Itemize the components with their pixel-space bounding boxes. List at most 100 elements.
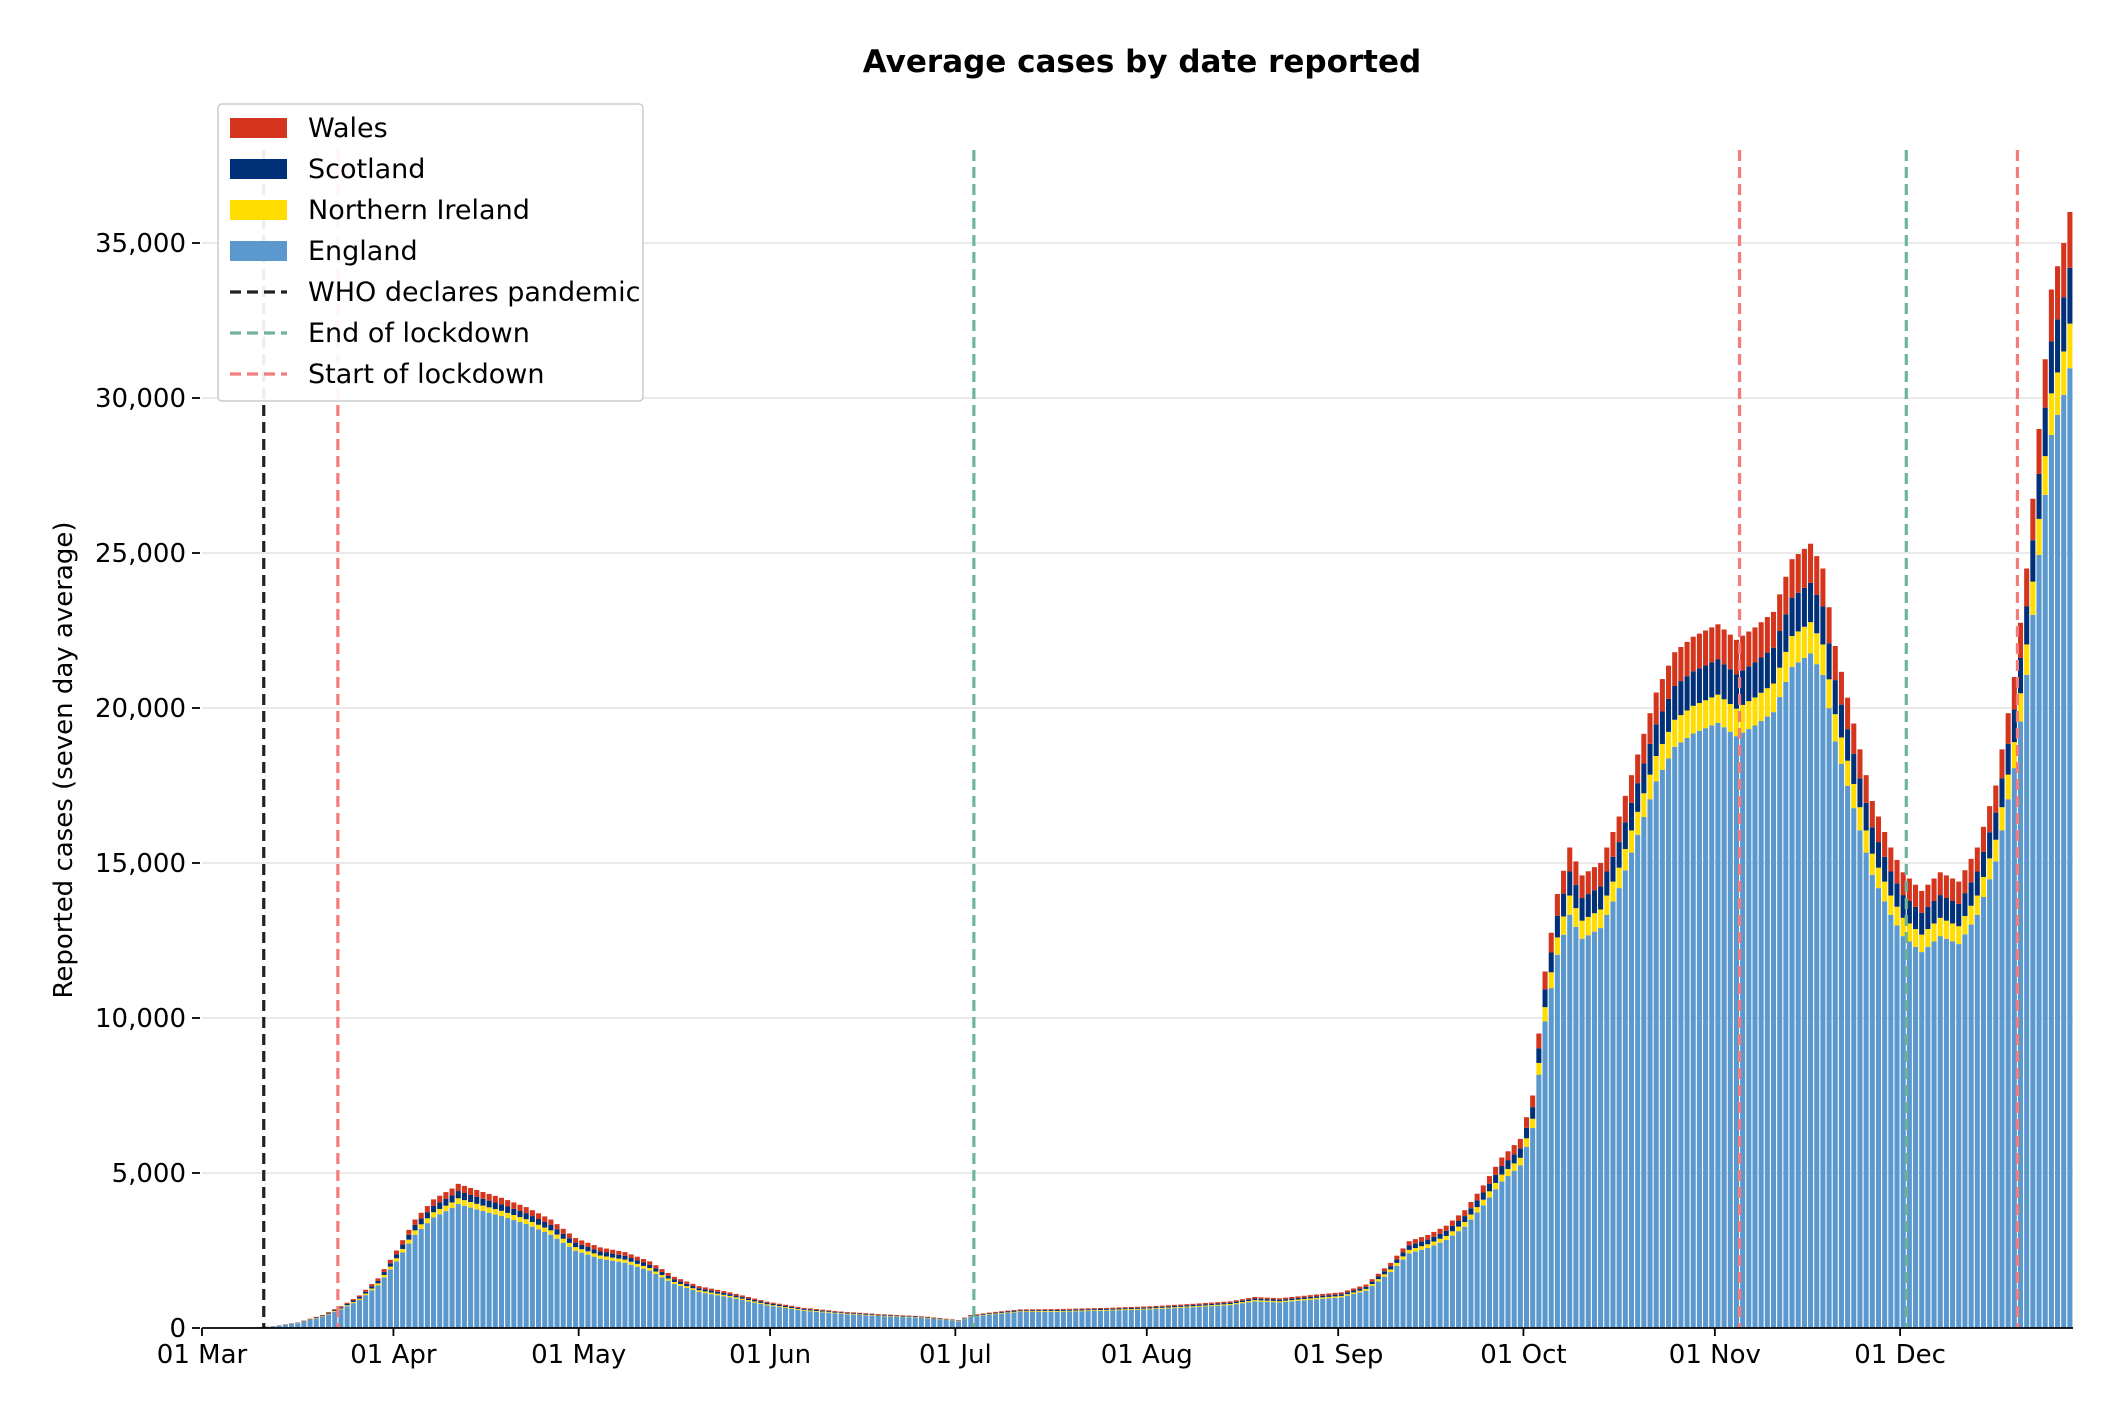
bar-northern-ireland xyxy=(1993,839,1999,862)
bar-northern-ireland xyxy=(1110,1309,1116,1311)
bar-northern-ireland xyxy=(1190,1306,1196,1308)
bar-northern-ireland xyxy=(1906,923,1912,942)
bar-wales xyxy=(1215,1302,1221,1304)
bar-england xyxy=(1486,1197,1492,1328)
bar-wales xyxy=(406,1229,412,1235)
bar-wales xyxy=(912,1315,918,1317)
bar-northern-ireland xyxy=(2005,774,2011,800)
bar-wales xyxy=(733,1293,739,1296)
bar-wales xyxy=(610,1249,616,1254)
bar-england xyxy=(955,1321,961,1328)
bar-northern-ireland xyxy=(863,1314,869,1316)
bar-scotland xyxy=(1956,903,1962,927)
legend-label: Wales xyxy=(308,113,388,144)
bar-scotland xyxy=(832,1311,838,1313)
bar-scotland xyxy=(1616,842,1622,868)
bar-scotland xyxy=(992,1312,999,1314)
bar-england xyxy=(1209,1306,1215,1328)
bar-wales xyxy=(844,1311,850,1313)
bar-wales xyxy=(1394,1255,1400,1260)
bar-wales xyxy=(1814,556,1820,595)
bar-england xyxy=(1165,1308,1171,1328)
bar-scotland xyxy=(628,1258,634,1262)
bar-northern-ireland xyxy=(1159,1307,1165,1309)
bar-england xyxy=(289,1324,295,1328)
bar-england xyxy=(1141,1309,1147,1328)
bar-scotland xyxy=(1542,989,1548,1008)
bar-scotland xyxy=(1104,1308,1110,1310)
bar-england xyxy=(801,1310,807,1328)
bar-scotland xyxy=(1369,1281,1375,1285)
bar-scotland xyxy=(1326,1295,1332,1297)
legend-label: Scotland xyxy=(308,154,425,185)
bar-england xyxy=(350,1303,356,1328)
bar-wales xyxy=(745,1297,752,1299)
bar-wales xyxy=(400,1240,406,1245)
bar-scotland xyxy=(826,1311,832,1313)
bar-northern-ireland xyxy=(1468,1214,1474,1220)
bar-northern-ireland xyxy=(1517,1157,1523,1166)
bar-england xyxy=(678,1286,684,1328)
bar-wales xyxy=(857,1312,863,1314)
bar-scotland xyxy=(659,1272,665,1275)
bar-northern-ireland xyxy=(610,1257,616,1261)
bar-wales xyxy=(1036,1309,1042,1311)
bar-wales xyxy=(1770,611,1777,648)
bar-wales xyxy=(1857,749,1863,779)
bar-england xyxy=(505,1218,511,1328)
bar-scotland xyxy=(1845,729,1851,761)
bar-northern-ireland xyxy=(1635,811,1641,835)
bar-wales xyxy=(1783,576,1789,615)
bar-wales xyxy=(653,1265,659,1269)
bar-wales xyxy=(1017,1309,1023,1311)
bar-scotland xyxy=(986,1313,992,1315)
bar-northern-ireland xyxy=(536,1224,542,1230)
bar-england xyxy=(1196,1306,1202,1328)
bar-northern-ireland xyxy=(653,1271,659,1275)
bar-england xyxy=(387,1269,393,1328)
bar-scotland xyxy=(1320,1295,1326,1298)
bar-scotland xyxy=(1301,1297,1307,1299)
bar-scotland xyxy=(727,1294,733,1296)
bar-northern-ireland xyxy=(1925,929,1931,947)
bar-england xyxy=(369,1290,375,1328)
bar-scotland xyxy=(937,1318,943,1320)
bar-northern-ireland xyxy=(1505,1168,1511,1177)
x-tick-label: 01 May xyxy=(531,1340,626,1370)
bar-england xyxy=(1993,861,1999,1328)
bar-wales xyxy=(696,1286,702,1289)
bar-scotland xyxy=(1412,1243,1418,1249)
bar-wales xyxy=(511,1202,517,1209)
bar-northern-ireland xyxy=(2017,693,2024,722)
bar-england xyxy=(1808,653,1814,1328)
bar-northern-ireland xyxy=(1530,1118,1536,1129)
bar-northern-ireland xyxy=(1227,1304,1233,1306)
bar-northern-ireland xyxy=(1783,651,1789,682)
bar-wales xyxy=(1962,870,1968,894)
bar-scotland xyxy=(912,1316,918,1318)
bar-england xyxy=(925,1318,931,1328)
bar-england xyxy=(1801,657,1807,1328)
bar-wales xyxy=(1326,1293,1332,1296)
bar-northern-ireland xyxy=(1703,700,1709,729)
bar-england xyxy=(900,1317,906,1328)
bar-england xyxy=(1832,741,1838,1328)
bar-scotland xyxy=(1474,1200,1480,1208)
y-tick-label: 20,000 xyxy=(95,694,186,724)
bar-northern-ireland xyxy=(1937,917,1943,937)
bar-scotland xyxy=(1950,900,1956,924)
bar-northern-ireland xyxy=(1536,1062,1542,1075)
bar-england xyxy=(838,1313,844,1328)
bar-scotland xyxy=(1468,1208,1474,1215)
bar-england xyxy=(1585,935,1591,1328)
bar-england xyxy=(863,1315,869,1328)
bar-scotland xyxy=(1752,662,1758,698)
bar-england xyxy=(1104,1310,1110,1328)
bar-scotland xyxy=(2048,341,2054,394)
bar-scotland xyxy=(1770,647,1777,684)
bar-scotland xyxy=(702,1289,708,1292)
bar-england xyxy=(640,1268,647,1328)
bar-scotland xyxy=(1499,1166,1505,1175)
bar-england xyxy=(1079,1311,1085,1328)
bar-northern-ireland xyxy=(1104,1309,1110,1311)
